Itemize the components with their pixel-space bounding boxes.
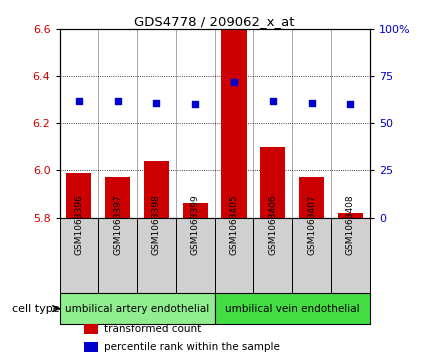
Point (269, 98, 276, 103)
Text: umbilical artery endothelial: umbilical artery endothelial (65, 303, 209, 314)
Text: GSM1063407: GSM1063407 (307, 195, 316, 255)
Text: cell type: cell type (12, 303, 60, 314)
Bar (292, 217, 331, 293)
Point (308, 100, 315, 106)
Bar (221, 24, 246, 217)
Bar (137, 217, 176, 293)
Point (192, 102, 198, 107)
Bar (66, 173, 91, 217)
Bar (176, 217, 215, 293)
Text: GSM1063396: GSM1063396 (74, 195, 83, 255)
Bar (331, 217, 370, 293)
Bar (105, 178, 130, 217)
Title: GDS4778 / 209062_x_at: GDS4778 / 209062_x_at (134, 15, 295, 28)
Point (347, 102, 354, 107)
Text: transformed count: transformed count (105, 325, 202, 334)
Bar (299, 178, 324, 217)
Point (153, 100, 160, 106)
Text: umbilical vein endothelial: umbilical vein endothelial (225, 303, 360, 314)
Bar (84, 324, 98, 334)
Bar (215, 293, 370, 324)
Bar (60, 217, 98, 293)
Text: percentile rank within the sample: percentile rank within the sample (105, 342, 280, 352)
Point (231, 79, 238, 85)
Bar (183, 203, 208, 217)
Bar (260, 147, 286, 217)
Bar (98, 217, 137, 293)
Text: GSM1063406: GSM1063406 (268, 195, 277, 255)
Text: GSM1063405: GSM1063405 (230, 195, 238, 255)
Point (76, 98, 82, 103)
Bar (215, 217, 253, 293)
Point (114, 98, 121, 103)
Bar (60, 293, 215, 324)
Bar (338, 213, 363, 217)
Text: GSM1063408: GSM1063408 (346, 195, 355, 255)
Bar (84, 342, 98, 352)
Text: GSM1063398: GSM1063398 (152, 195, 161, 255)
Bar (144, 161, 169, 217)
Bar (253, 217, 292, 293)
Text: GSM1063397: GSM1063397 (113, 195, 122, 255)
Text: GSM1063399: GSM1063399 (191, 195, 200, 255)
